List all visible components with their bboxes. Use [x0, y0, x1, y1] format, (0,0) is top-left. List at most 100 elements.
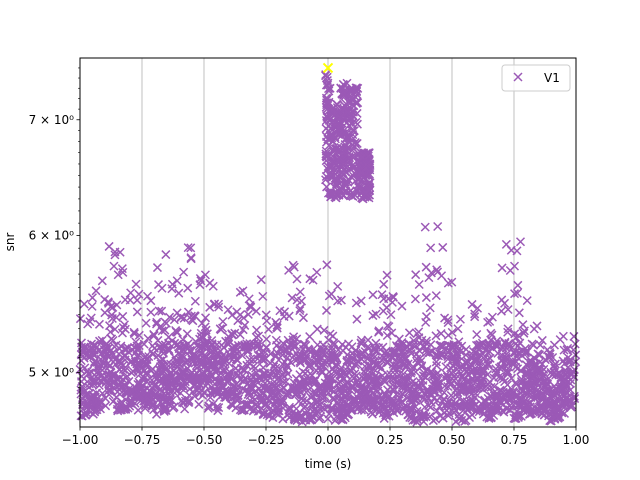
data-point — [270, 359, 280, 369]
data-point — [518, 320, 528, 330]
data-point — [97, 335, 107, 345]
data-point — [132, 307, 142, 317]
data-point — [169, 315, 179, 325]
data-point — [254, 331, 264, 341]
data-point — [371, 309, 381, 319]
data-point — [183, 243, 193, 253]
data-point — [183, 307, 193, 317]
y-tick-label: 7 × 10⁰ — [29, 113, 75, 127]
data-point — [289, 378, 299, 388]
data-point — [403, 384, 414, 394]
data-point — [100, 308, 110, 318]
data-point — [351, 83, 361, 93]
data-point — [100, 393, 110, 403]
data-point — [441, 362, 451, 372]
data-point — [411, 270, 421, 280]
data-point — [460, 357, 470, 367]
data-point — [388, 359, 398, 369]
data-point — [512, 246, 522, 256]
data-point — [90, 405, 100, 415]
data-point — [191, 352, 201, 363]
data-point — [307, 415, 317, 425]
data-point — [307, 355, 317, 365]
data-point — [247, 370, 257, 380]
data-point — [327, 157, 337, 167]
data-point — [525, 389, 535, 399]
data-point — [227, 388, 237, 398]
data-point — [420, 342, 430, 352]
data-point — [292, 295, 302, 305]
data-point — [340, 101, 350, 111]
data-point — [172, 276, 182, 286]
data-point — [522, 347, 532, 357]
data-point — [444, 345, 454, 355]
data-point — [346, 85, 356, 96]
data-point — [335, 112, 345, 122]
data-point — [393, 396, 404, 406]
data-point — [311, 365, 321, 375]
data-point — [397, 301, 407, 311]
data-point — [391, 374, 401, 384]
data-point — [251, 306, 261, 316]
y-axis-ticks: 5 × 10⁰ 6 × 10⁰ 7 × 10⁰ — [29, 67, 80, 420]
data-point — [258, 409, 268, 419]
data-point — [218, 316, 228, 327]
data-point — [108, 302, 118, 312]
data-point — [485, 353, 495, 363]
data-point — [356, 405, 366, 415]
data-point — [457, 341, 467, 351]
data-point — [85, 392, 95, 403]
data-point — [173, 376, 183, 386]
data-point — [497, 398, 507, 408]
data-point — [420, 222, 430, 232]
data-point — [523, 402, 533, 412]
data-point — [519, 328, 529, 338]
data-point — [179, 313, 189, 323]
data-point — [230, 328, 240, 338]
data-point — [155, 384, 165, 394]
data-point — [420, 372, 430, 382]
data-point — [185, 375, 195, 385]
data-point — [152, 263, 162, 273]
data-point — [321, 146, 331, 156]
data-point — [257, 403, 267, 414]
data-point — [292, 274, 302, 284]
data-point — [552, 396, 562, 406]
data-point — [553, 413, 563, 423]
data-point — [167, 284, 177, 294]
data-point — [223, 305, 233, 315]
data-point — [271, 382, 281, 392]
data-point — [284, 402, 294, 412]
data-point — [472, 329, 482, 340]
data-point — [543, 386, 553, 396]
data-point — [497, 372, 507, 382]
data-point — [344, 133, 354, 143]
data-point — [497, 295, 507, 305]
data-point — [354, 388, 364, 398]
data-point — [256, 275, 266, 285]
data-point — [133, 367, 143, 377]
data-point — [503, 327, 513, 337]
data-point — [371, 378, 381, 388]
legend-box — [501, 64, 571, 92]
data-point — [521, 347, 531, 357]
data-point — [278, 338, 288, 348]
data-point — [424, 273, 434, 283]
x-tick-label: 0.25 — [377, 433, 404, 447]
data-point — [360, 372, 370, 382]
x-tick-label: 1.00 — [563, 433, 590, 447]
data-point — [224, 339, 234, 349]
data-point — [546, 367, 556, 377]
data-point — [357, 193, 367, 203]
data-point — [235, 287, 245, 297]
data-point — [302, 396, 312, 406]
data-point — [469, 366, 479, 376]
data-point — [327, 342, 337, 352]
data-point — [151, 409, 162, 419]
data-point — [435, 401, 445, 412]
data-point — [336, 185, 346, 195]
data-point — [183, 283, 193, 293]
data-point — [455, 314, 465, 324]
data-points — [75, 70, 581, 427]
